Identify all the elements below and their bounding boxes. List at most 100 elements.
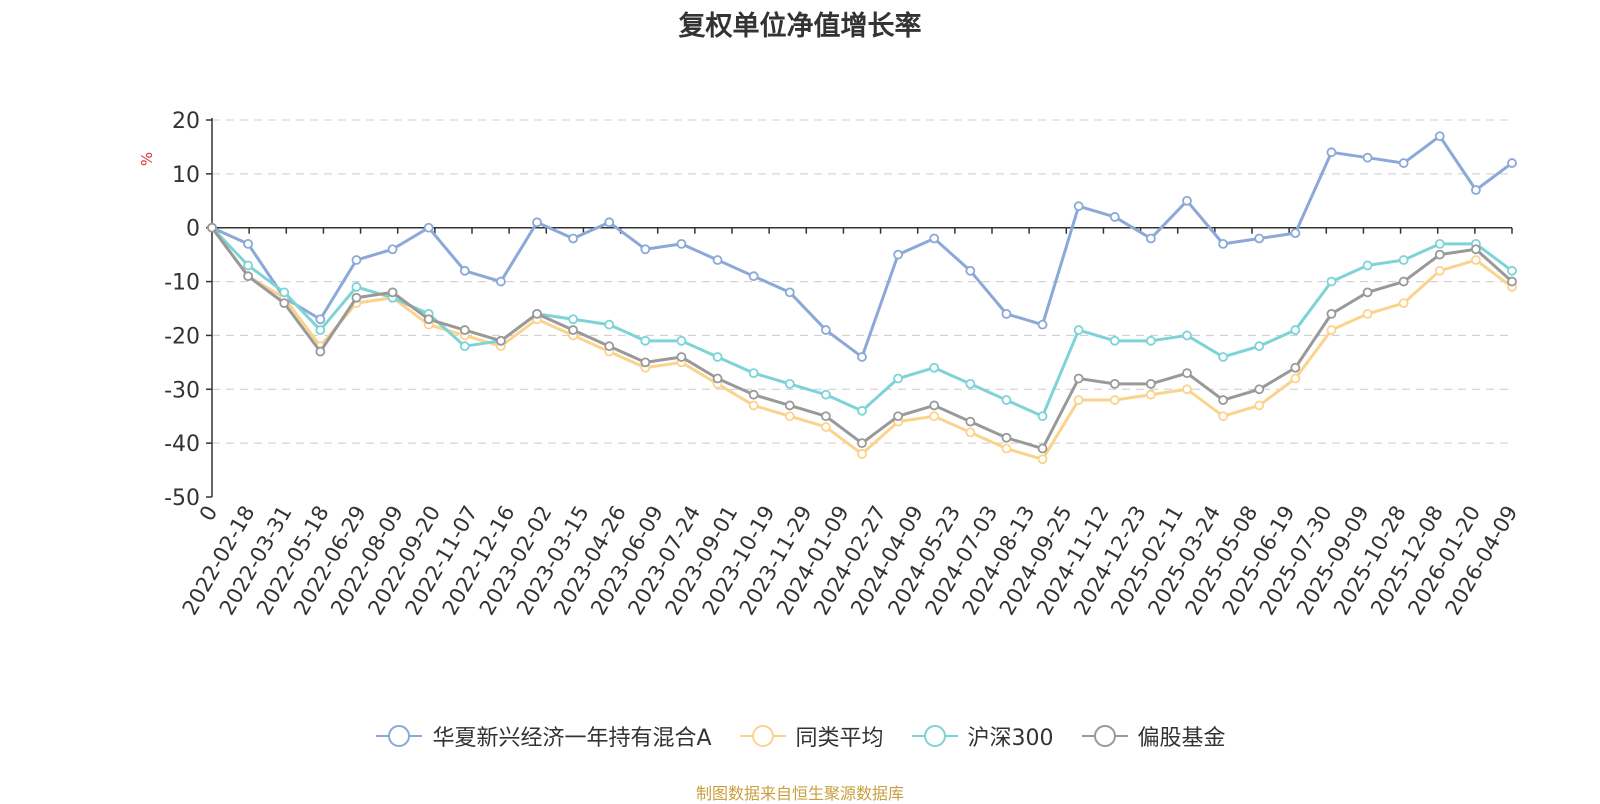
data-point bbox=[315, 325, 326, 335]
series-line-2 bbox=[210, 226, 1513, 418]
data-point bbox=[820, 325, 831, 335]
data-point bbox=[676, 335, 687, 346]
data-point bbox=[351, 292, 362, 303]
data-point bbox=[1362, 260, 1373, 271]
legend-item[interactable]: 沪深300 bbox=[910, 720, 1054, 752]
data-point bbox=[748, 389, 759, 400]
data-point bbox=[1182, 384, 1192, 395]
data-point bbox=[1145, 378, 1156, 389]
legend: 华夏新兴经济一年持有混合A 同类平均 沪深300 偏股基金 bbox=[0, 720, 1600, 752]
data-point bbox=[1073, 395, 1084, 405]
data-point bbox=[1037, 319, 1048, 330]
legend-item[interactable]: 同类平均 bbox=[738, 720, 884, 752]
data-point bbox=[495, 276, 506, 287]
data-point bbox=[893, 373, 904, 384]
data-point bbox=[712, 373, 723, 384]
chart-title: 复权单位净值增长率 bbox=[678, 11, 922, 42]
data-point bbox=[1507, 158, 1517, 168]
data-point bbox=[1434, 131, 1445, 142]
legend-marker-icon bbox=[739, 725, 786, 747]
legend-marker-icon bbox=[911, 725, 958, 747]
legend-item[interactable]: 偏股基金 bbox=[1080, 720, 1226, 752]
data-point bbox=[423, 222, 434, 233]
data-point bbox=[1290, 228, 1301, 239]
y-tick-label: 0 bbox=[186, 217, 200, 242]
data-point bbox=[243, 260, 254, 271]
data-point bbox=[532, 308, 542, 319]
data-point bbox=[1398, 158, 1409, 168]
data-point bbox=[1507, 265, 1517, 276]
data-point bbox=[676, 238, 687, 249]
data-point bbox=[929, 362, 940, 373]
data-point bbox=[1145, 233, 1156, 244]
data-point bbox=[1362, 308, 1373, 319]
data-point bbox=[1073, 201, 1084, 212]
data-point bbox=[459, 325, 470, 335]
data-point bbox=[965, 427, 976, 438]
data-point bbox=[1218, 352, 1229, 362]
data-point bbox=[857, 449, 867, 459]
data-point bbox=[1507, 276, 1517, 287]
data-point bbox=[1326, 308, 1337, 319]
line-chart: 20100-10-20-30-40-5002022-02-182022-03-3… bbox=[164, 109, 1522, 619]
data-point bbox=[1254, 233, 1265, 244]
data-point bbox=[748, 271, 759, 282]
data-point bbox=[387, 287, 398, 298]
source-note: 制图数据来自恒生聚源数据库 bbox=[695, 784, 904, 803]
data-point bbox=[1362, 287, 1373, 298]
data-point bbox=[748, 368, 759, 379]
data-point bbox=[1254, 384, 1265, 395]
data-point bbox=[965, 378, 976, 389]
data-point bbox=[351, 282, 362, 292]
data-point bbox=[1326, 276, 1337, 287]
data-point bbox=[459, 341, 470, 352]
data-point bbox=[243, 238, 254, 249]
legend-item[interactable]: 华夏新兴经济一年持有混合A bbox=[374, 720, 712, 752]
data-point bbox=[1434, 238, 1445, 249]
y-tick-label: -20 bbox=[164, 324, 200, 349]
y-tick-label: -40 bbox=[164, 432, 200, 457]
data-point bbox=[279, 298, 290, 309]
data-point bbox=[207, 222, 217, 233]
data-point bbox=[1073, 325, 1084, 335]
legend-label: 沪深300 bbox=[967, 726, 1054, 751]
data-point bbox=[929, 400, 940, 411]
data-point bbox=[929, 233, 940, 244]
y-tick-label: -30 bbox=[164, 378, 200, 403]
data-point bbox=[1073, 373, 1084, 384]
data-point bbox=[712, 352, 723, 362]
data-point bbox=[784, 287, 795, 298]
legend-label: 同类平均 bbox=[795, 726, 884, 751]
data-point bbox=[1254, 400, 1265, 411]
data-point bbox=[1037, 443, 1048, 454]
legend-label: 华夏新兴经济一年持有混合A bbox=[432, 726, 712, 751]
series-line-0 bbox=[211, 134, 1513, 359]
data-point bbox=[315, 314, 326, 325]
legend-marker-icon bbox=[376, 725, 423, 747]
data-point bbox=[604, 341, 615, 352]
data-point bbox=[495, 335, 506, 346]
data-point bbox=[1109, 212, 1120, 222]
data-point bbox=[1001, 432, 1012, 443]
data-point bbox=[1254, 341, 1265, 352]
data-point bbox=[784, 411, 795, 422]
data-point bbox=[676, 352, 687, 362]
data-point bbox=[640, 244, 651, 255]
data-point bbox=[1218, 395, 1229, 405]
data-point bbox=[1037, 454, 1048, 465]
data-point bbox=[423, 314, 434, 325]
data-point bbox=[1218, 411, 1229, 422]
legend-marker-icon bbox=[1081, 725, 1128, 747]
y-tick-label: 10 bbox=[172, 163, 200, 188]
y-tick-label: -50 bbox=[164, 486, 200, 511]
data-point bbox=[568, 314, 579, 325]
data-point bbox=[387, 244, 398, 255]
y-tick-label: 20 bbox=[172, 109, 200, 134]
data-point bbox=[1182, 368, 1192, 379]
data-point bbox=[279, 287, 290, 298]
data-point bbox=[1182, 330, 1192, 341]
data-point bbox=[1218, 238, 1229, 249]
data-point bbox=[1001, 395, 1012, 405]
data-point bbox=[893, 411, 904, 422]
data-point bbox=[748, 400, 759, 411]
